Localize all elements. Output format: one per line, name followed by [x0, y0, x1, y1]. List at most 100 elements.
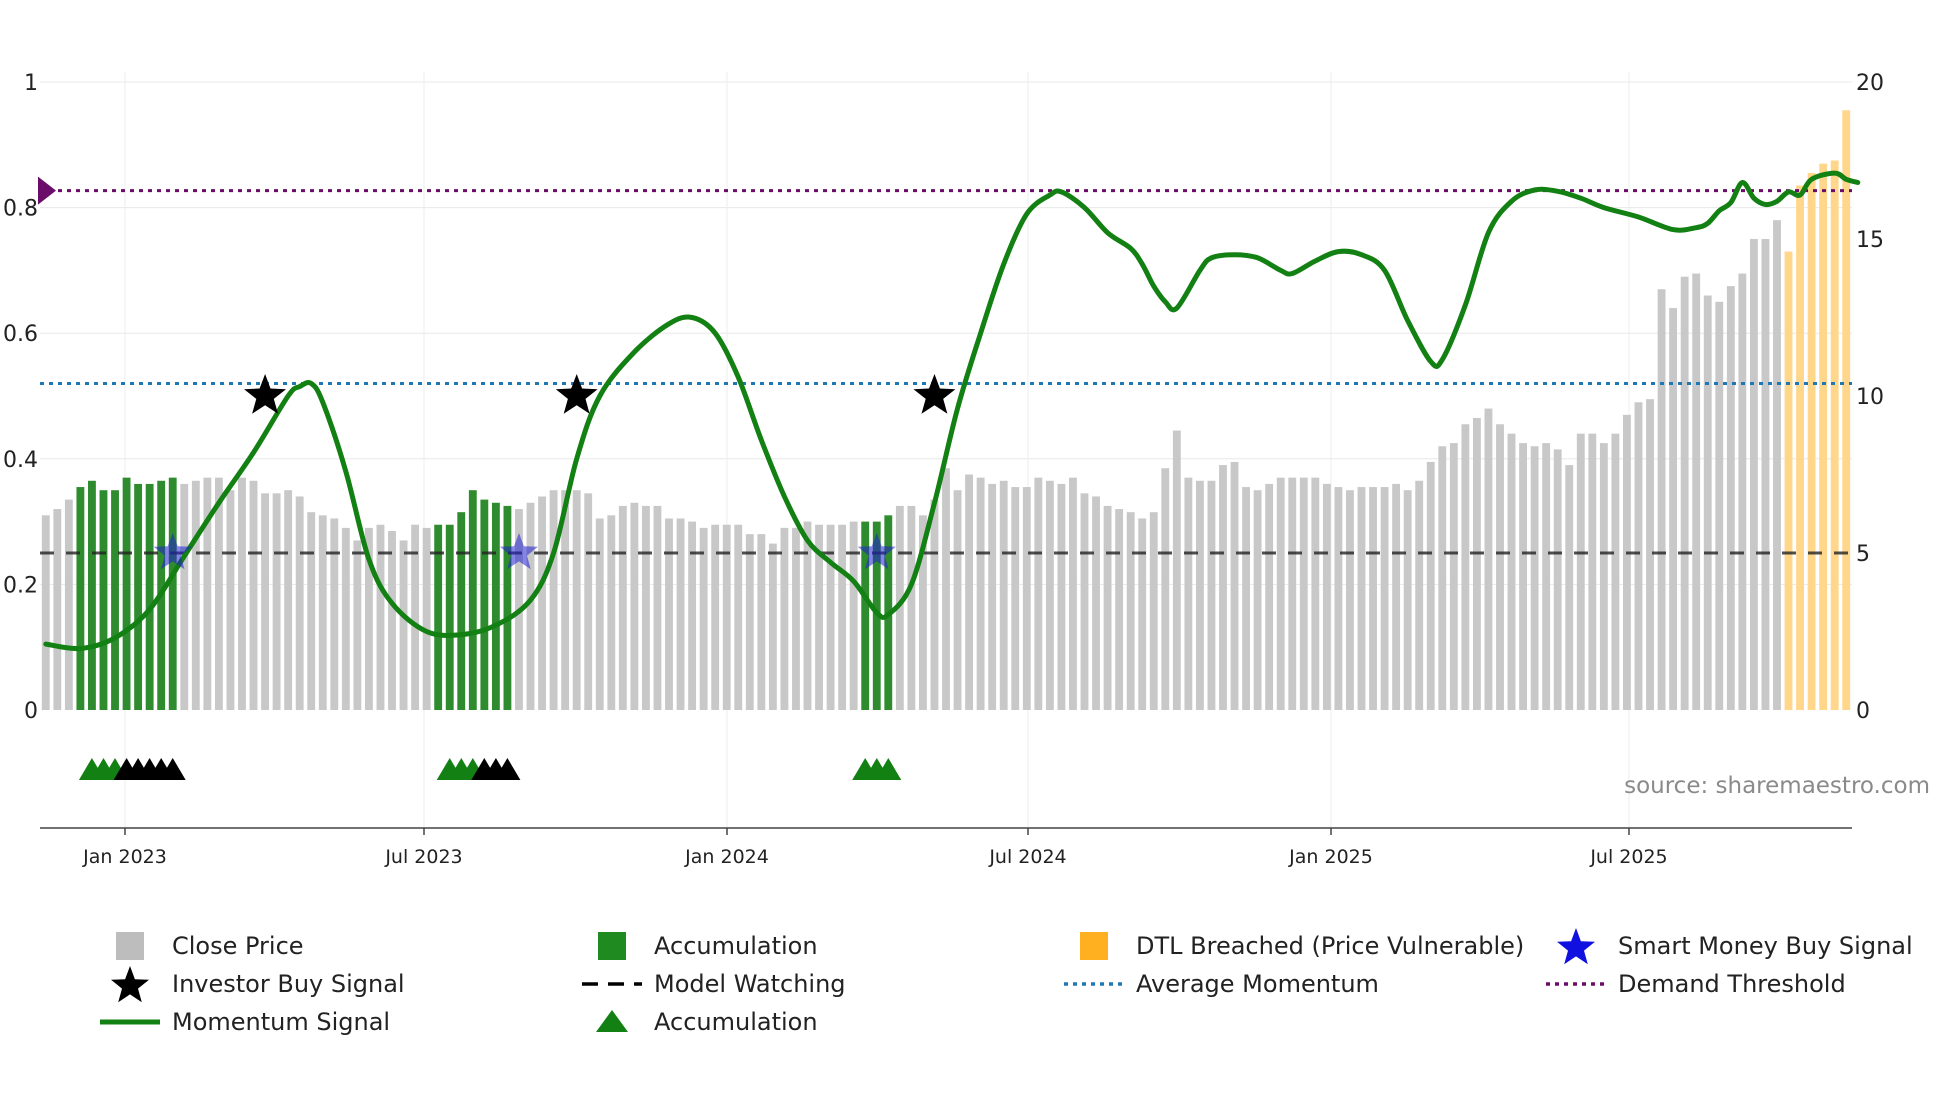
- close-price-bar: [1726, 286, 1735, 710]
- close-price-bar: [918, 515, 927, 710]
- legend-item: Investor Buy Signal: [111, 966, 405, 1003]
- legend-star-icon: [1557, 928, 1595, 965]
- close-price-bar: [1022, 487, 1031, 710]
- legend-item: Average Momentum: [1064, 970, 1379, 998]
- close-price-bar: [1184, 477, 1193, 710]
- accumulation-triangle: [159, 758, 186, 780]
- close-price-bar: [642, 505, 650, 710]
- axes: Jan 2023 Jul 2023 Jan 2024 Jul 2024 Jan 2025…: [3, 71, 1884, 868]
- accumulation-bar: [861, 521, 870, 710]
- dtl-breached-bar: [1784, 251, 1793, 710]
- close-price-bar: [1472, 417, 1481, 710]
- close-price-bar: [1230, 461, 1239, 710]
- accumulation-bar: [457, 512, 466, 710]
- accumulation-bar: [480, 499, 489, 710]
- close-price-bar: [1761, 239, 1770, 710]
- close-price-bar: [41, 515, 50, 710]
- legend-label: Momentum Signal: [172, 1008, 390, 1036]
- close-price-bar: [1542, 443, 1551, 710]
- close-price-bar: [630, 502, 639, 710]
- accumulation-bar: [468, 490, 477, 710]
- legend-label: Investor Buy Signal: [172, 970, 405, 998]
- close-price-bar: [307, 512, 316, 710]
- smart-money-buy-star: [153, 533, 192, 570]
- accumulation-bar: [445, 524, 454, 710]
- legend-label: Accumulation: [654, 932, 818, 960]
- close-price-bar: [191, 480, 200, 710]
- x-tick-label: Jul 2025: [1589, 846, 1667, 868]
- left-tick-label: 0.4: [3, 448, 38, 473]
- close-price-bar: [1715, 301, 1724, 710]
- left-tick-label: 0: [24, 699, 38, 724]
- close-price-bar: [1565, 465, 1574, 710]
- accumulation-bar: [145, 483, 154, 710]
- left-tick-label: 0.8: [3, 197, 38, 222]
- close-price-bar: [1299, 477, 1308, 710]
- legend-label: DTL Breached (Price Vulnerable): [1136, 932, 1524, 960]
- close-price-bar: [584, 493, 593, 710]
- demand-threshold-marker: [38, 176, 56, 205]
- left-tick-label: 0.2: [3, 573, 38, 598]
- legend-swatch: [598, 932, 626, 960]
- accumulation-bar: [434, 524, 443, 710]
- close-price-bar: [1657, 289, 1666, 710]
- close-price-bar: [1449, 443, 1458, 710]
- close-price-bar: [1161, 468, 1170, 710]
- legend-item: DTL Breached (Price Vulnerable): [1080, 932, 1524, 960]
- legend-triangle-icon: [596, 1010, 628, 1032]
- close-price-bar: [895, 505, 904, 710]
- close-price-bar: [768, 543, 777, 710]
- close-price-bar: [53, 509, 62, 710]
- x-tick-label: Jan 2023: [82, 846, 167, 868]
- close-price-bar: [1011, 487, 1020, 710]
- close-price-bar: [572, 490, 581, 710]
- close-price-bar: [1599, 443, 1608, 710]
- close-price-bar: [1634, 402, 1643, 710]
- close-price-bar: [1519, 443, 1527, 710]
- close-price-bar: [1703, 295, 1712, 710]
- smart-money-buy-star: [857, 533, 896, 570]
- close-price-bar: [1103, 505, 1112, 710]
- legend-label: Smart Money Buy Signal: [1618, 932, 1913, 960]
- close-price-bar: [1311, 477, 1320, 710]
- close-price-bar: [711, 524, 720, 710]
- momentum-signal-line: [43, 170, 1861, 652]
- close-price-bar: [284, 490, 293, 710]
- close-price-bar: [1115, 509, 1124, 710]
- legend-item: Close Price: [116, 932, 304, 960]
- legend-item: Smart Money Buy Signal: [1557, 928, 1913, 965]
- right-tick-label: 10: [1856, 385, 1884, 410]
- close-price-bar: [595, 518, 604, 710]
- close-price-bar: [838, 524, 847, 710]
- close-price-bar: [1346, 490, 1354, 710]
- close-price-bar: [665, 518, 673, 710]
- legend-item: Accumulation: [596, 1008, 818, 1036]
- close-price-bar: [676, 518, 685, 710]
- signal-markers: [78, 374, 956, 780]
- legend-star-icon: [111, 966, 149, 1003]
- close-price-bar: [849, 521, 858, 710]
- close-price-bar: [1426, 461, 1435, 710]
- close-price-bar: [1669, 308, 1678, 710]
- close-price-bar: [1288, 477, 1297, 710]
- dtl-breached-bar: [1796, 185, 1804, 710]
- close-price-bar: [1357, 487, 1366, 710]
- close-price-bar: [1646, 399, 1654, 710]
- close-price-bar: [1438, 446, 1447, 710]
- close-price-bar: [549, 490, 558, 710]
- legend-label: Accumulation: [654, 1008, 818, 1036]
- close-price-bar: [815, 524, 823, 710]
- close-price-bar: [64, 499, 73, 710]
- right-tick-label: 20: [1856, 71, 1884, 96]
- x-tick-label: Jul 2024: [988, 846, 1066, 868]
- investor-buy-star: [244, 374, 286, 414]
- legend: Close Price Accumulation DTL Breached (Pri…: [100, 928, 1913, 1036]
- close-price-bar: [1149, 512, 1158, 710]
- close-price-bar: [1749, 239, 1758, 710]
- close-price-bar: [1195, 480, 1204, 710]
- close-price-bar: [1530, 446, 1539, 710]
- close-price-bar: [999, 480, 1008, 710]
- close-price-bar: [341, 527, 350, 710]
- close-price-bar: [780, 527, 789, 710]
